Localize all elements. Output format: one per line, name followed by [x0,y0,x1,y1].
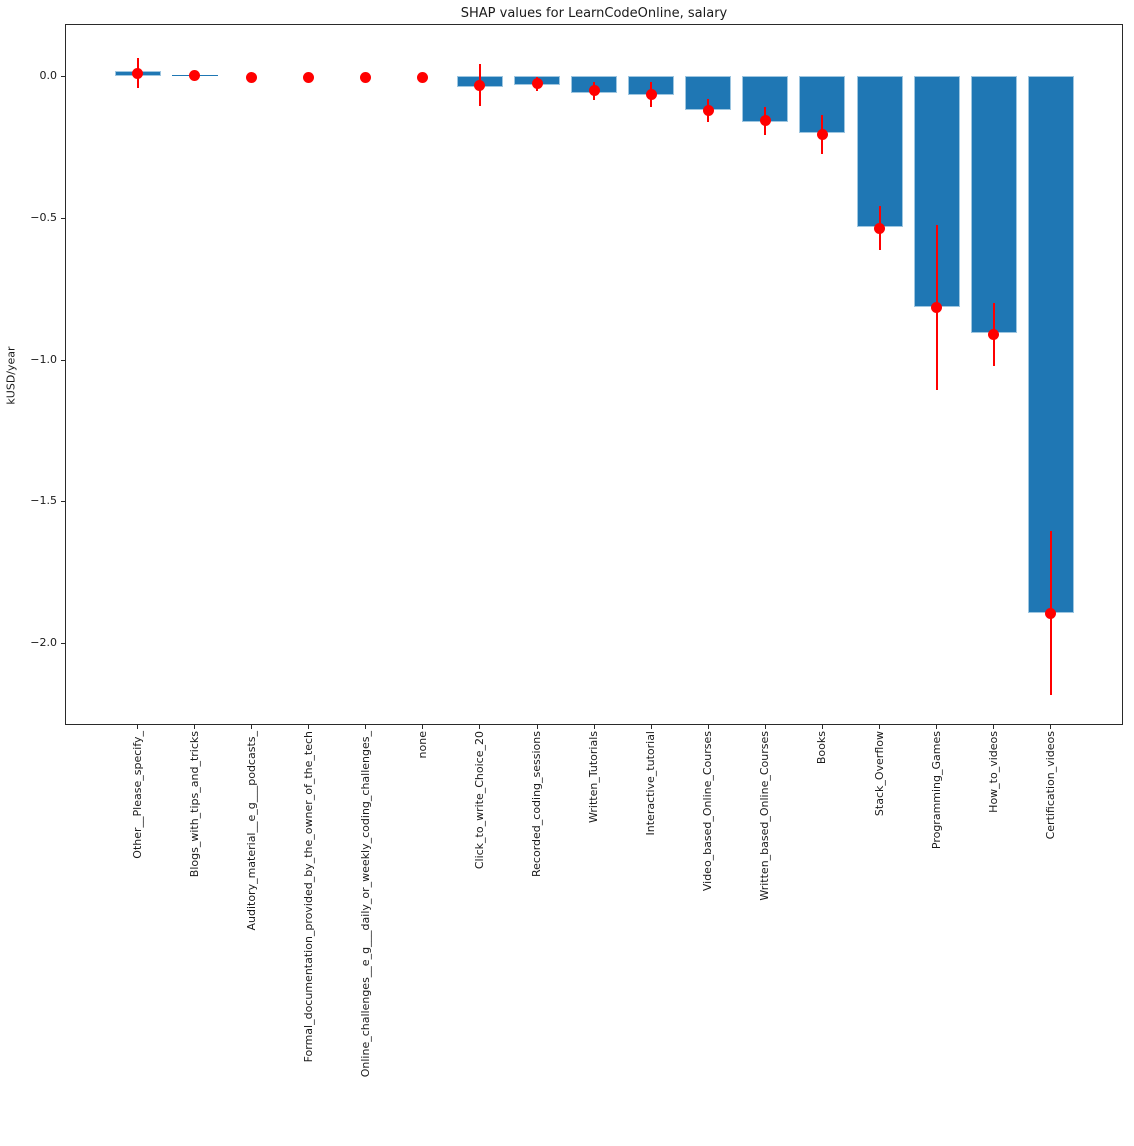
y-tick-label: 0.0 [39,69,58,82]
x-tick-mark [1050,725,1052,729]
y-tick-mark [61,359,65,361]
x-tick-label: Other__Please_specify_ [130,731,144,859]
bar [1027,76,1074,613]
y-tick-mark [61,76,65,77]
x-tick-mark [821,725,823,729]
x-tick-mark [879,725,881,729]
bar [856,76,903,227]
x-tick-mark [365,725,367,729]
mean-point [474,79,486,91]
mean-point [588,85,600,97]
x-tick-label: none [415,731,429,759]
x-tick-label: Formal_documentation_provided_by_the_own… [301,731,315,1063]
mean-point [759,115,771,127]
mean-point [645,88,657,100]
y-tick-mark [61,643,65,644]
x-tick-mark [536,725,538,729]
mean-point [874,222,886,234]
x-tick-label: Certification_videos [1043,731,1057,840]
x-tick-mark [593,725,595,729]
x-tick-label: Auditory_material__e_g___podcasts_ [244,731,258,931]
x-tick-label: Written_based_Online_Courses [758,731,772,901]
x-tick-mark [650,725,652,729]
mean-point [988,328,1000,340]
x-tick-label: Recorded_coding_sessions [530,731,544,877]
x-tick-mark [251,725,253,729]
x-tick-label: Video_based_Online_Courses [701,731,715,892]
mean-point [931,302,943,314]
x-tick-mark [422,725,424,729]
mean-point [531,78,543,90]
x-tick-label: How_to_videos [986,731,1000,813]
x-tick-mark [936,725,938,729]
mean-point [360,71,372,83]
mean-point [1045,607,1057,619]
x-tick-label: Interactive_tutorial [644,731,658,836]
chart-title: SHAP values for LearnCodeOnline, salary [460,6,728,21]
mean-point [246,71,258,83]
mean-point [417,71,429,83]
x-tick-label: Books [815,731,829,765]
x-tick-mark [137,725,138,729]
y-tick-label: −1.0 [30,352,57,366]
x-tick-mark [993,725,995,729]
x-tick-mark [194,725,196,729]
mean-point [702,105,714,117]
mean-point [303,71,315,83]
mean-point [816,128,828,140]
x-tick-label: Online_challenges__e_g___daily_or_weekly… [358,731,372,1078]
y-tick-label: −0.5 [30,210,57,224]
y-tick-label: −1.5 [30,494,57,508]
x-tick-label: Written_Tutorials [587,731,601,823]
x-tick-mark [308,725,310,729]
plot-area [65,24,1123,725]
mean-point [132,67,143,79]
x-tick-mark [479,725,481,729]
x-tick-mark [764,725,766,729]
x-tick-label: Stack_Overflow [872,731,886,817]
y-tick-mark [61,501,65,503]
x-tick-label: Click_to_write_Choice_20 [472,731,486,870]
x-tick-label: Programming_Games [929,731,943,850]
mean-point [189,69,201,81]
x-tick-label: Blogs_with_tips_and_tricks [187,731,201,878]
bar [970,76,1017,333]
x-tick-mark [707,725,709,729]
y-tick-label: −2.0 [30,636,57,649]
y-tick-mark [61,217,65,219]
